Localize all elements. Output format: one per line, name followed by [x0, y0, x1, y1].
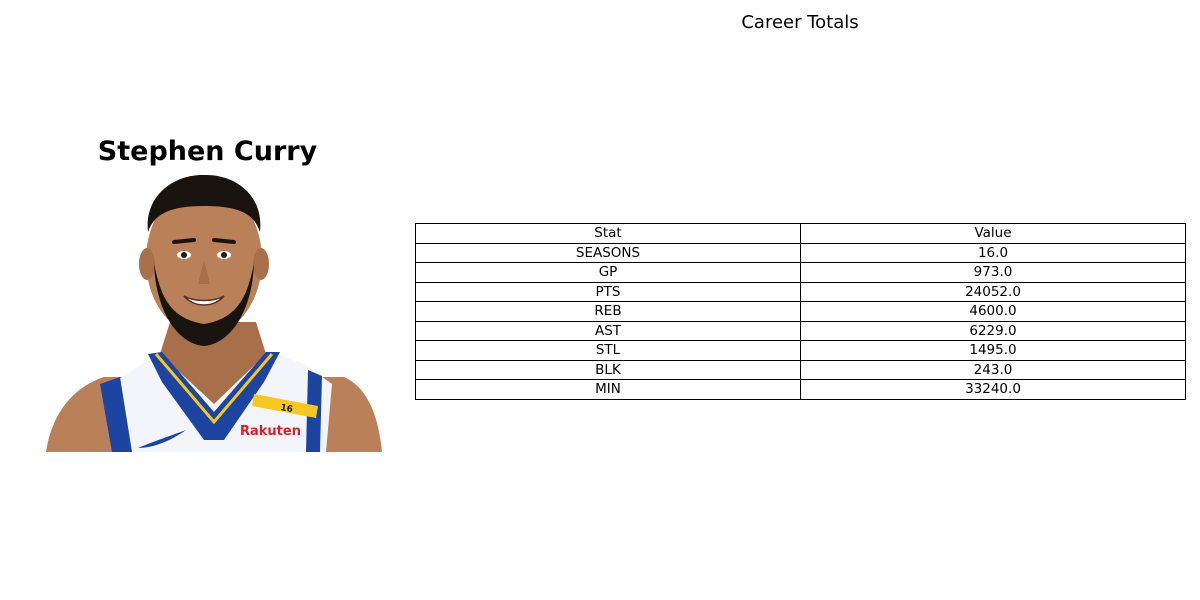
table-row: REB 4600.0 — [415, 301, 1186, 322]
stat-value: 33240.0 — [800, 379, 1186, 400]
stat-label: BLK — [415, 359, 801, 380]
number-tab — [252, 394, 318, 418]
hair — [147, 174, 261, 232]
mouth — [183, 295, 225, 306]
stat-value: 24052.0 — [800, 281, 1186, 302]
stat-label: PTS — [415, 281, 801, 302]
player-name: Stephen Curry — [97, 136, 318, 167]
nose — [198, 260, 210, 284]
table-row: BLK 243.0 — [415, 359, 1186, 380]
beard — [154, 264, 254, 346]
stat-label: GP — [415, 262, 801, 283]
stat-label: STL — [415, 340, 801, 361]
jersey-collar — [148, 352, 280, 440]
table-row: MIN 33240.0 — [415, 379, 1186, 400]
stat-value: 16.0 — [800, 242, 1186, 263]
stat-label: REB — [415, 301, 801, 322]
stat-value: 6229.0 — [800, 320, 1186, 341]
table-row: STL 1495.0 — [415, 340, 1186, 361]
table-header-row: Stat Value — [415, 223, 1186, 244]
eyebrows — [172, 238, 236, 244]
stat-value: 4600.0 — [800, 301, 1186, 322]
ear-right — [253, 248, 269, 280]
player-headshot: 16 Rakuten — [46, 174, 382, 452]
stat-label: SEASONS — [415, 242, 801, 263]
header-value: Value — [800, 223, 1186, 244]
table-row: AST 6229.0 — [415, 320, 1186, 341]
header-stat: Stat — [415, 223, 801, 244]
swoosh-icon — [138, 430, 186, 448]
stat-label: MIN — [415, 379, 801, 400]
stat-value: 973.0 — [800, 262, 1186, 283]
neck — [160, 322, 266, 404]
table-row: GP 973.0 — [415, 262, 1186, 283]
table-row: PTS 24052.0 — [415, 281, 1186, 302]
stat-value: 243.0 — [800, 359, 1186, 380]
ear-left — [139, 248, 155, 280]
jersey-number-text: 16 — [279, 403, 293, 415]
sponsor-text: Rakuten — [240, 424, 301, 439]
jersey-side-left — [100, 377, 132, 452]
career-totals-table: Stat Value SEASONS 16.0 GP 973.0 PTS 240… — [415, 223, 1186, 400]
collar-trim — [154, 353, 274, 425]
stat-label: AST — [415, 320, 801, 341]
chart-title: Career Totals — [741, 12, 859, 33]
stat-value: 1495.0 — [800, 340, 1186, 361]
table-row: SEASONS 16.0 — [415, 242, 1186, 263]
